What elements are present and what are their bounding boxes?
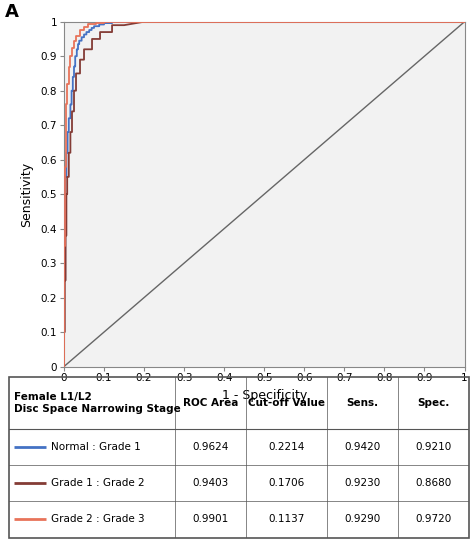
Text: 0.9901: 0.9901 (192, 514, 229, 525)
Text: Normal : Grade 1: Normal : Grade 1 (51, 442, 141, 452)
Text: 0.2214: 0.2214 (268, 442, 305, 452)
Text: Grade 1 : Grade 2: Grade 1 : Grade 2 (51, 478, 145, 488)
Text: A: A (5, 3, 18, 21)
Text: 0.1137: 0.1137 (268, 514, 305, 525)
Text: 0.9210: 0.9210 (416, 442, 452, 452)
Text: Cut-off Value: Cut-off Value (248, 398, 325, 408)
Text: 0.9403: 0.9403 (192, 478, 229, 488)
Text: 0.8680: 0.8680 (416, 478, 452, 488)
Text: 0.9230: 0.9230 (344, 478, 381, 488)
X-axis label: 1 - Specificity: 1 - Specificity (222, 389, 307, 402)
Text: Grade 2 : Grade 3: Grade 2 : Grade 3 (51, 514, 145, 525)
Text: Sens.: Sens. (346, 398, 378, 408)
Text: 0.9290: 0.9290 (344, 514, 381, 525)
Text: 0.1706: 0.1706 (268, 478, 305, 488)
Text: 0.9420: 0.9420 (344, 442, 381, 452)
Text: 0.9624: 0.9624 (192, 442, 229, 452)
Y-axis label: Sensitivity: Sensitivity (20, 162, 34, 226)
Text: Female L1/L2
Disc Space Narrowing Stage: Female L1/L2 Disc Space Narrowing Stage (14, 392, 181, 414)
Text: Spec.: Spec. (418, 398, 450, 408)
Text: ROC Area: ROC Area (183, 398, 238, 408)
Text: 0.9720: 0.9720 (416, 514, 452, 525)
